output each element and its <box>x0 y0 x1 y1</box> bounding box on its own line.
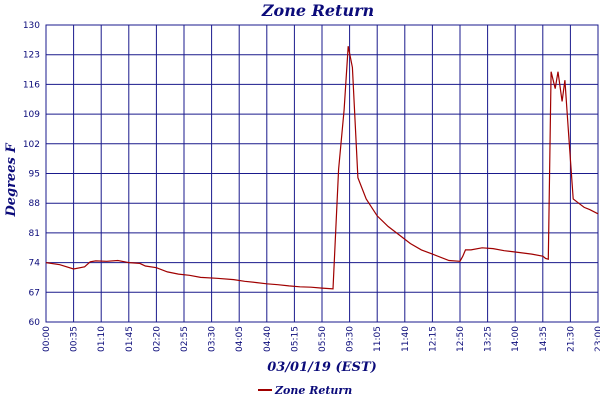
y-tick-label: 60 <box>29 318 41 328</box>
x-tick-label: 02:20 <box>152 326 162 352</box>
x-tick-label: 12:50 <box>456 326 466 352</box>
y-tick-label: 130 <box>23 21 40 31</box>
x-tick-label: 14:00 <box>511 326 521 352</box>
y-axis-ticks: 60 67 74 81 88 95 102 109 116 123 130 <box>23 21 40 328</box>
x-tick-label: 04:40 <box>263 326 273 352</box>
x-tick-label: 00:35 <box>70 326 80 352</box>
x-tick-label: 05:50 <box>318 326 328 352</box>
y-tick-label: 116 <box>23 80 40 90</box>
grid <box>45 24 599 323</box>
x-axis-title: 03/01/19 (EST) <box>267 360 377 375</box>
y-tick-label: 102 <box>23 140 40 150</box>
x-tick-label: 11:05 <box>373 326 383 352</box>
y-tick-label: 95 <box>29 170 40 180</box>
series-group <box>45 46 599 290</box>
series-line-zone-return <box>45 46 599 290</box>
x-tick-label: 03:30 <box>208 326 218 352</box>
y-tick-label: 123 <box>23 51 40 61</box>
x-tick-label: 09:30 <box>346 326 356 352</box>
x-tick-label: 23:00 <box>594 326 600 352</box>
x-tick-label: 21:30 <box>566 326 576 352</box>
y-tick-label: 88 <box>29 199 41 209</box>
x-tick-label: 01:10 <box>97 326 107 352</box>
chart-title: Zone Return <box>261 1 374 20</box>
y-axis-title: Degrees F <box>4 143 19 218</box>
x-tick-label: 02:55 <box>180 326 190 352</box>
x-tick-label: 00:00 <box>42 326 52 352</box>
x-tick-label: 05:15 <box>290 326 300 352</box>
y-tick-label: 74 <box>29 259 41 269</box>
x-tick-label: 01:45 <box>125 326 135 352</box>
x-tick-label: 11:40 <box>401 326 411 352</box>
y-tick-label: 109 <box>23 110 40 120</box>
x-tick-label: 04:05 <box>235 326 245 352</box>
y-tick-label: 67 <box>29 288 40 298</box>
x-tick-label: 12:15 <box>428 326 438 352</box>
y-tick-label: 81 <box>29 229 40 239</box>
x-axis-ticks: 00:00 00:35 01:10 01:45 02:20 02:55 03:30 04:05… <box>42 326 600 352</box>
plot-frame <box>45 24 599 323</box>
legend: Zone Return <box>258 384 352 397</box>
legend-label: Zone Return <box>274 384 352 397</box>
x-tick-label: 13:25 <box>484 326 494 352</box>
x-tick-label: 14:35 <box>539 326 549 352</box>
